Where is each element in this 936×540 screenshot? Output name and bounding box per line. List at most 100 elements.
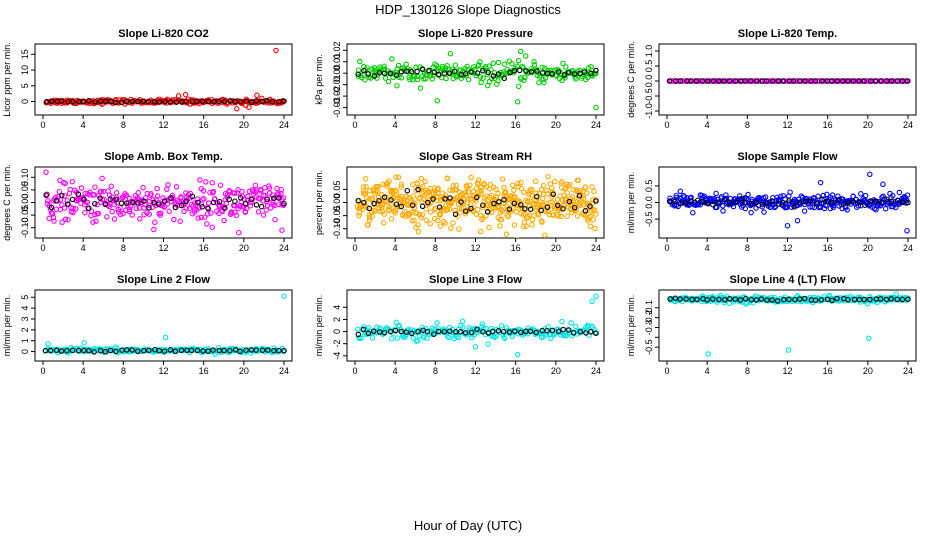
- data-point: [135, 200, 141, 206]
- data-point: [104, 214, 110, 220]
- data-point: [398, 184, 405, 190]
- data-point: [677, 78, 684, 84]
- x-tick-label: 4: [81, 366, 86, 376]
- data-point: [252, 182, 259, 189]
- data-point: [435, 185, 441, 192]
- figure-title: HDP_130126 Slope Diagnostics: [375, 2, 561, 17]
- data-point: [62, 216, 69, 223]
- data-point: [829, 199, 835, 206]
- x-tick-label: 12: [470, 366, 480, 376]
- x-tick-label: 16: [823, 120, 833, 130]
- data-point: [899, 296, 906, 303]
- data-point: [575, 177, 581, 184]
- data-point: [365, 330, 372, 337]
- data-point: [437, 223, 444, 229]
- data-point: [172, 348, 179, 355]
- data-point: [536, 79, 542, 86]
- data-point: [129, 347, 135, 353]
- data-point: [379, 202, 386, 208]
- data-point: [786, 296, 792, 303]
- y-tick-label: -0.05: [332, 205, 342, 226]
- data-point: [97, 98, 104, 105]
- panel-title: Slope Li-820 Temp.: [738, 28, 837, 40]
- outlier-point: [81, 340, 87, 346]
- data-point: [203, 179, 209, 185]
- data-point: [495, 190, 501, 197]
- data-point: [753, 205, 759, 211]
- data-point: [135, 348, 141, 354]
- data-point: [529, 186, 535, 193]
- data-point: [774, 298, 781, 304]
- data-point: [384, 71, 390, 77]
- data-point: [381, 329, 388, 336]
- data-point: [221, 347, 227, 354]
- data-point: [64, 201, 71, 207]
- data-point: [81, 196, 87, 203]
- data-point: [398, 69, 405, 75]
- data-point: [446, 334, 452, 341]
- data-point: [753, 293, 759, 300]
- data-point: [581, 69, 588, 75]
- data-point: [850, 78, 857, 84]
- data-point: [673, 192, 679, 199]
- outlier-point: [880, 181, 886, 188]
- data-point: [73, 205, 79, 212]
- data-point: [276, 195, 282, 201]
- data-point: [882, 206, 889, 212]
- data-point: [549, 327, 556, 334]
- y-tick-label: 3: [20, 316, 30, 321]
- x-tick-label: 0: [40, 243, 45, 253]
- data-point: [563, 64, 569, 70]
- x-tick-label: 8: [433, 366, 438, 376]
- data-point: [531, 59, 537, 65]
- data-point: [453, 182, 459, 189]
- data-point: [516, 67, 523, 74]
- data-point: [156, 201, 162, 207]
- chart-panel-2: Slope Li-820 Pressure kPa per min. 0 4 8 12 16…: [314, 28, 605, 130]
- data-point: [501, 75, 507, 82]
- data-point: [106, 203, 112, 210]
- data-point: [500, 328, 507, 335]
- data-point: [195, 199, 201, 206]
- data-point: [497, 223, 503, 229]
- data-point: [528, 69, 535, 75]
- data-point: [360, 324, 367, 330]
- x-tick-label: 20: [239, 243, 249, 253]
- data-point: [896, 189, 903, 196]
- y-tick-label: 4: [332, 305, 342, 310]
- data-point: [462, 71, 469, 77]
- y-tick-label: -0.1: [644, 300, 654, 316]
- data-point: [69, 178, 76, 185]
- outlier-point: [514, 351, 521, 358]
- data-point: [260, 212, 267, 218]
- x-tick-label: 8: [745, 366, 750, 376]
- data-point: [484, 209, 491, 215]
- data-point: [427, 220, 433, 227]
- x-tick-label: 24: [279, 120, 289, 130]
- data-point: [716, 296, 722, 303]
- data-point: [418, 175, 425, 182]
- y-tick-label: 15: [20, 49, 30, 59]
- x-tick-label: 16: [199, 243, 209, 253]
- x-tick-label: 20: [551, 243, 561, 253]
- data-point: [420, 334, 427, 341]
- outlier-point: [182, 91, 189, 98]
- data-point: [414, 68, 420, 75]
- data-point: [446, 70, 453, 76]
- data-point: [183, 198, 189, 205]
- data-point: [201, 195, 207, 202]
- data-point: [98, 188, 104, 195]
- outlier-point: [593, 293, 599, 300]
- data-point: [64, 197, 71, 204]
- data-point: [64, 347, 70, 354]
- x-tick-label: 4: [705, 243, 710, 253]
- data-point: [195, 215, 201, 221]
- data-point: [444, 175, 451, 181]
- y-tick-label: -1.0: [644, 103, 654, 119]
- data-point: [798, 193, 805, 199]
- data-point: [539, 64, 545, 71]
- data-point: [593, 198, 599, 204]
- data-point: [494, 81, 500, 87]
- y-tick-label: 1.0: [644, 45, 654, 58]
- data-point: [888, 198, 895, 205]
